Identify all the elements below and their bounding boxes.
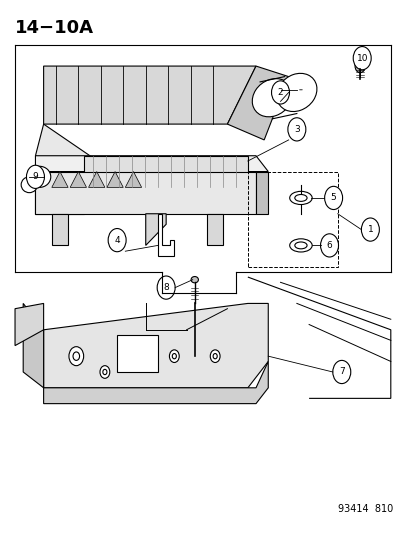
Polygon shape [36,124,113,203]
Polygon shape [36,156,268,172]
Circle shape [102,369,107,375]
Text: 1: 1 [367,225,373,234]
Polygon shape [125,172,141,188]
Text: 7: 7 [338,367,344,376]
Ellipse shape [354,60,364,72]
Circle shape [73,352,79,360]
Polygon shape [206,214,223,245]
Polygon shape [255,172,268,214]
Ellipse shape [21,177,38,192]
Ellipse shape [252,79,292,117]
Polygon shape [36,172,255,214]
Circle shape [361,218,378,241]
Text: 2: 2 [277,88,282,97]
Circle shape [210,350,220,362]
Polygon shape [84,156,247,188]
Ellipse shape [289,191,311,205]
Circle shape [271,81,289,104]
Text: 93414  810: 93414 810 [337,504,392,514]
Text: 5: 5 [330,193,336,203]
Polygon shape [36,172,84,214]
Polygon shape [15,303,43,345]
Text: 4: 4 [114,236,120,245]
Polygon shape [88,172,104,188]
Text: 14−10A: 14−10A [15,19,94,37]
Ellipse shape [28,166,51,188]
Text: 8: 8 [163,283,169,292]
Ellipse shape [294,242,306,249]
Circle shape [332,360,350,384]
Polygon shape [23,303,43,388]
Ellipse shape [276,74,316,111]
Circle shape [172,353,176,359]
Circle shape [69,346,83,366]
Circle shape [26,165,44,189]
Circle shape [213,353,217,359]
Circle shape [320,234,338,257]
Polygon shape [43,66,255,124]
Polygon shape [43,303,268,388]
Text: 6: 6 [326,241,332,250]
Circle shape [169,350,179,362]
Text: 3: 3 [293,125,299,134]
Circle shape [108,229,126,252]
Circle shape [157,276,175,299]
Polygon shape [52,214,68,245]
Ellipse shape [289,239,311,252]
Polygon shape [107,172,123,188]
Circle shape [100,366,109,378]
Polygon shape [52,172,68,188]
Circle shape [287,118,305,141]
Circle shape [324,187,342,209]
Text: 10: 10 [356,54,367,63]
FancyBboxPatch shape [117,335,158,372]
Ellipse shape [191,277,198,283]
Polygon shape [158,214,174,256]
Polygon shape [227,66,288,140]
Ellipse shape [294,195,306,201]
Polygon shape [145,214,166,245]
Circle shape [352,46,370,70]
Polygon shape [70,172,86,188]
Text: 9: 9 [33,172,38,181]
Polygon shape [43,361,268,403]
